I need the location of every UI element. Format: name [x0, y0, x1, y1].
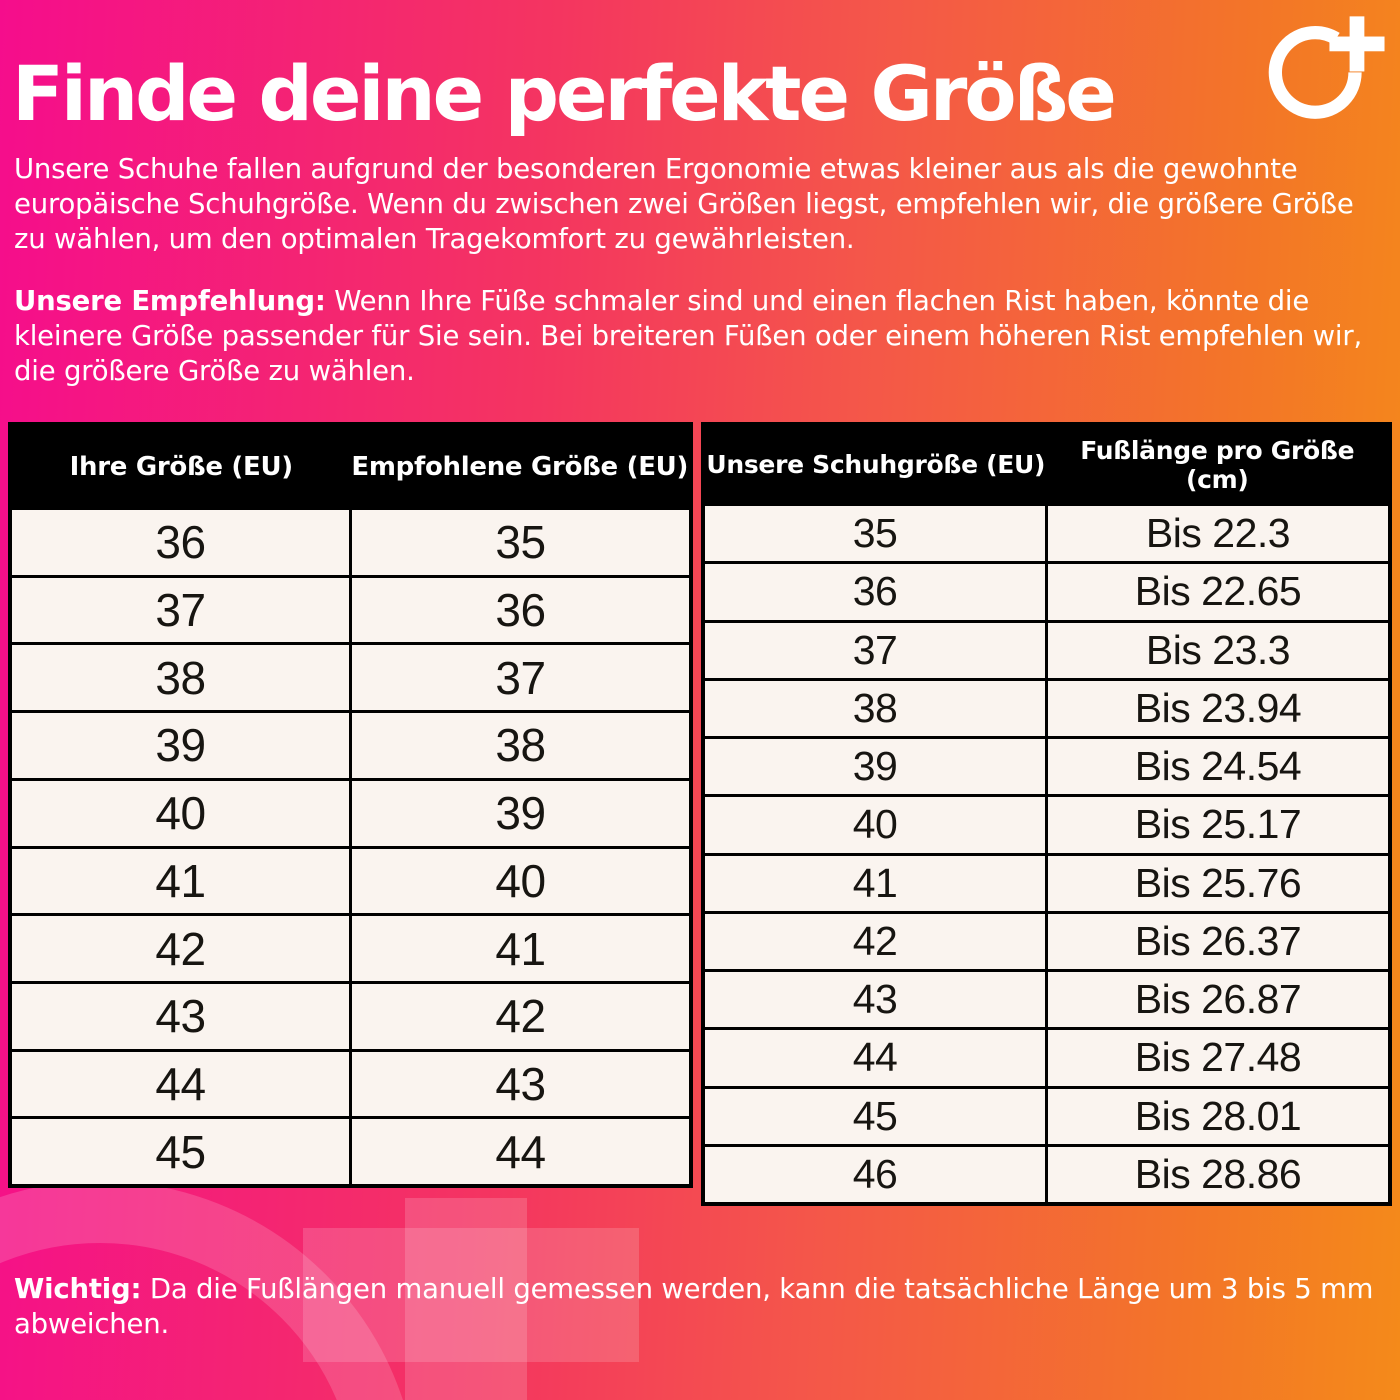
table-cell: Bis 23.3	[1145, 626, 1291, 673]
table-cell: 40	[12, 780, 352, 846]
table-row: 36 Bis 22.65	[705, 561, 1388, 620]
table-row: 37 Bis 23.3	[705, 619, 1388, 678]
table-row: 43 Bis 26.87	[705, 969, 1388, 1028]
table-cell: 40	[705, 797, 1048, 853]
table-cell: Bis 24.54	[1134, 743, 1302, 790]
table-cell: 45	[12, 1119, 352, 1185]
note-body: Da die Fußlängen manuell gemessen werden…	[14, 1273, 1374, 1340]
table-cell: 41	[12, 848, 352, 914]
table-cell: 35	[495, 516, 546, 569]
table-cell: Bis 23.94	[1134, 684, 1302, 731]
table-cell: 37	[705, 622, 1048, 678]
table-cell: 41	[705, 855, 1048, 911]
table-cell: 43	[495, 1057, 546, 1110]
table-cell: Bis 26.87	[1134, 976, 1302, 1023]
table-cell: Bis 26.37	[1134, 917, 1302, 964]
column-header-recommended-size: Empfohlene Größe (EU)	[351, 451, 689, 482]
table-header-row: Ihre Größe (EU) Empfohlene Größe (EU)	[12, 426, 689, 507]
brand-logo	[1266, 16, 1386, 121]
table-cell: 37	[495, 651, 546, 704]
foot-length-table: Unsere Schuhgröße (EU) Fußlänge pro Größ…	[701, 422, 1392, 1206]
table-cell: 45	[705, 1088, 1048, 1144]
size-conversion-table: Ihre Größe (EU) Empfohlene Größe (EU) 36…	[8, 422, 693, 1188]
table-header-row: Unsere Schuhgröße (EU) Fußlänge pro Größ…	[705, 426, 1388, 503]
table-cell: Bis 25.17	[1134, 801, 1302, 848]
column-header-foot-length: Fußlänge pro Größe (cm)	[1080, 435, 1355, 494]
table-row: 38 Bis 23.94	[705, 677, 1388, 736]
circle-plus-icon	[1268, 16, 1385, 119]
table-cell: 46	[705, 1146, 1048, 1202]
table-cell: Bis 25.76	[1134, 859, 1302, 906]
important-note: Wichtig: Da die Fußlängen manuell gemess…	[14, 1272, 1390, 1342]
table-row: 44 43	[12, 1048, 689, 1117]
table-row: 44 Bis 27.48	[705, 1027, 1388, 1086]
column-header-your-size: Ihre Größe (EU)	[69, 451, 294, 482]
table-cell: 39	[12, 713, 352, 778]
table-row: 37 36	[12, 574, 689, 643]
column-header-shoe-size: Unsere Schuhgröße (EU)	[706, 450, 1046, 479]
table-cell: 39	[705, 739, 1048, 795]
table-row: 43 42	[12, 980, 689, 1049]
table-cell: 38	[12, 645, 352, 711]
table-cell: 39	[495, 787, 546, 840]
table-cell: 42	[12, 916, 352, 981]
table-cell: 40	[495, 854, 546, 907]
table-row: 38 37	[12, 642, 689, 711]
table-cell: 44	[705, 1030, 1048, 1086]
table-row: 45 44	[12, 1116, 689, 1185]
table-row: 40 Bis 25.17	[705, 794, 1388, 853]
page-title: Finde deine perfekte Größe	[12, 49, 1117, 138]
table-row: 41 40	[12, 845, 689, 914]
note-label: Wichtig:	[14, 1273, 142, 1305]
table-row: 46 Bis 28.86	[705, 1143, 1388, 1202]
table-cell: 43	[705, 972, 1048, 1028]
table-cell: 42	[495, 990, 546, 1043]
table-cell: 37	[12, 577, 352, 643]
table-row: 42 41	[12, 913, 689, 981]
table-cell: Bis 22.65	[1134, 568, 1302, 615]
table-cell: 44	[12, 1051, 352, 1117]
table-cell: 36	[495, 584, 546, 637]
intro-text: Unsere Schuhe fallen aufgrund der besond…	[14, 153, 1354, 255]
table-cell: 38	[705, 680, 1048, 736]
table-cell: Bis 27.48	[1134, 1034, 1302, 1081]
table-cell: 36	[705, 564, 1048, 620]
table-row: 36 35	[12, 507, 689, 575]
table-row: 39 Bis 24.54	[705, 736, 1388, 795]
table-cell: 41	[495, 922, 546, 975]
table-cell: 36	[12, 510, 352, 575]
table-row: 35 Bis 22.3	[705, 503, 1388, 562]
recommendation-label: Unsere Empfehlung:	[14, 285, 326, 317]
table-row: 45 Bis 28.01	[705, 1085, 1388, 1144]
table-row: 42 Bis 26.37	[705, 910, 1388, 969]
table-cell: Bis 28.86	[1134, 1150, 1302, 1197]
table-cell: Bis 22.3	[1145, 510, 1291, 557]
recommendation-body: Wenn Ihre Füße schmaler sind und einen f…	[14, 285, 1363, 387]
table-row: 39 38	[12, 710, 689, 778]
table-cell: 38	[495, 719, 546, 772]
table-cell: 42	[705, 913, 1048, 969]
table-row: 41 Bis 25.76	[705, 852, 1388, 911]
table-cell: Bis 28.01	[1134, 1092, 1302, 1139]
table-cell: 35	[705, 506, 1048, 562]
table-row: 40 39	[12, 777, 689, 846]
recommendation-text: Unsere Empfehlung: Wenn Ihre Füße schmal…	[14, 284, 1390, 389]
table-cell: 44	[495, 1125, 546, 1178]
table-cell: 43	[12, 983, 352, 1049]
